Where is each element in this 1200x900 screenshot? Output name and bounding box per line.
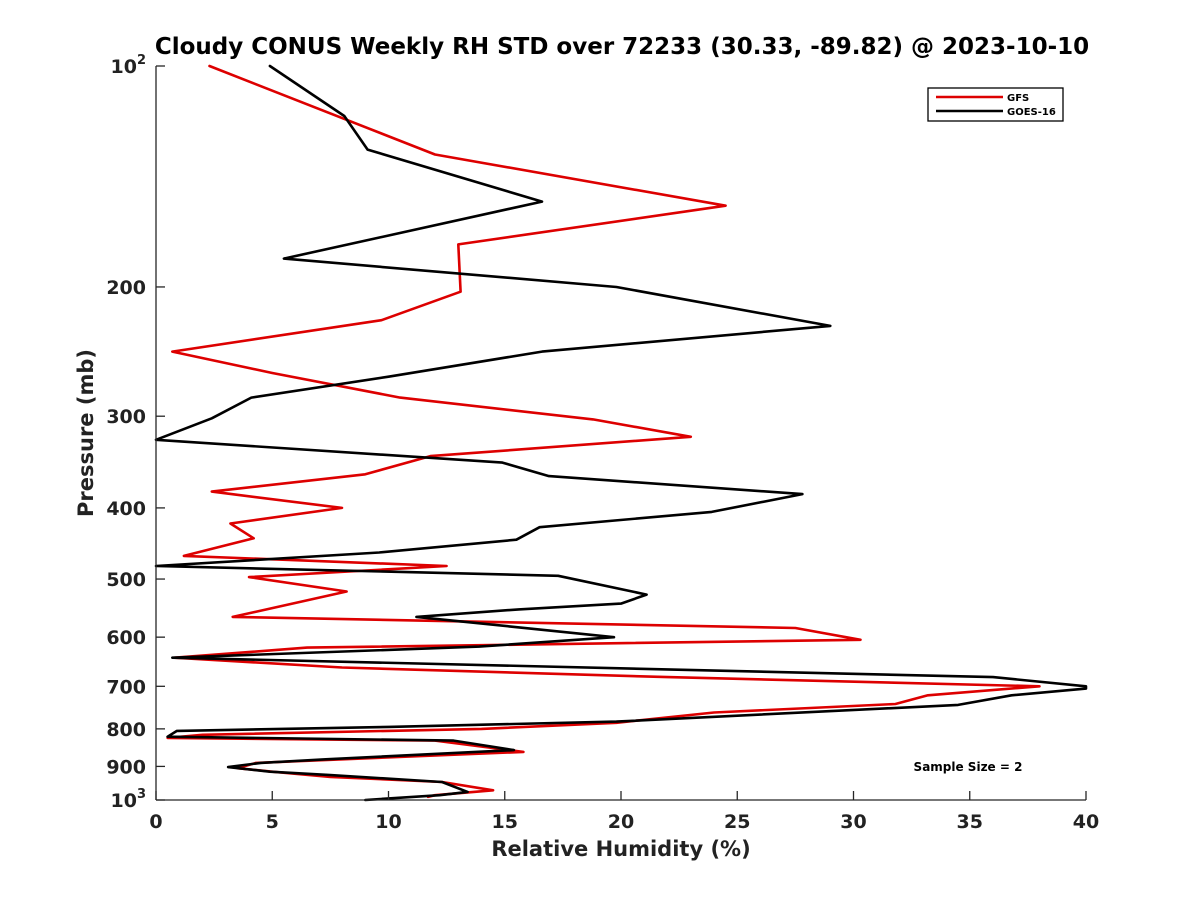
x-tick-label: 20 <box>608 811 634 833</box>
y-tick-label: 800 <box>106 719 146 741</box>
y-tick-label: 300 <box>106 406 146 428</box>
y-tick-label: 500 <box>106 569 146 591</box>
x-axis-label: Relative Humidity (%) <box>491 837 750 861</box>
x-tick-label: 25 <box>724 811 750 833</box>
x-tick-label: 35 <box>957 811 983 833</box>
series-line-gfs <box>166 64 1041 799</box>
x-tick-label: 5 <box>266 811 279 833</box>
series-line-goes16 <box>154 64 1088 802</box>
axes <box>155 66 1086 801</box>
y-tick-label: 400 <box>106 498 146 520</box>
x-tick-label: 15 <box>492 811 518 833</box>
y-tick-label: 200 <box>106 277 146 299</box>
y-tick-label: 103 <box>111 787 147 812</box>
legend: GFS GOES-16 <box>927 87 1064 122</box>
y-tick-label: 900 <box>106 756 146 778</box>
y-tick-label: 102 <box>111 53 147 78</box>
x-tick-label: 30 <box>840 811 866 833</box>
chart-title: Cloudy CONUS Weekly RH STD over 72233 (3… <box>155 34 1089 60</box>
y-axis-label: Pressure (mb) <box>74 349 98 517</box>
sample-size-annotation: Sample Size = 2 <box>914 760 1023 774</box>
y-tick-label: 700 <box>106 676 146 698</box>
legend-label-goes16: GOES-16 <box>1007 107 1056 118</box>
y-tick-label: 600 <box>106 627 146 649</box>
x-axis-ticks: 0 5 10 15 20 25 30 35 40 <box>149 791 1099 833</box>
x-tick-label: 10 <box>375 811 401 833</box>
series-layer <box>154 64 1088 802</box>
y-axis-ticks: 102 200 300 400 500 600 700 800 900 103 <box>106 53 165 812</box>
x-tick-label: 40 <box>1073 811 1099 833</box>
legend-label-gfs: GFS <box>1007 93 1029 104</box>
x-tick-label: 0 <box>149 811 162 833</box>
legend-box <box>927 87 1064 122</box>
